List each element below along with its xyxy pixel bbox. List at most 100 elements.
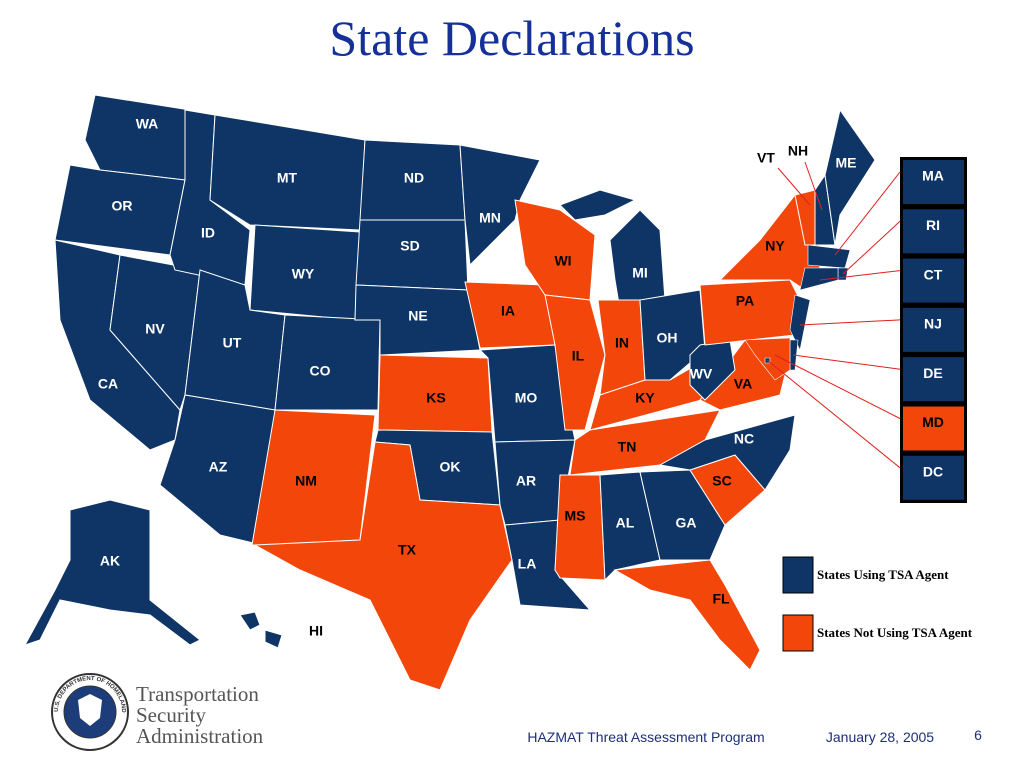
state-shape [544, 294, 606, 431]
state-shape [84, 94, 191, 181]
state-label: LA [518, 556, 537, 572]
state-shape [699, 279, 801, 346]
callout-box [903, 258, 964, 303]
state-label: UT [223, 335, 242, 351]
state-label: AK [100, 553, 120, 569]
state-label: CA [98, 376, 118, 392]
us-map: WA OR CA NV ID MT WY UT CO AZ NM ND SD NE KS OK TX MN IA MO… [23, 94, 876, 691]
state-shape [799, 267, 839, 291]
state-label: NM [295, 473, 317, 489]
state-label: GA [676, 515, 697, 531]
state-label: AL [616, 515, 635, 531]
state-label: MT [277, 170, 298, 186]
state-label: MN [479, 210, 501, 226]
state-label: MI [632, 265, 648, 281]
state-shape [613, 559, 761, 671]
state-label: OK [440, 459, 461, 475]
state-label: PA [736, 293, 754, 309]
state-label: AR [516, 473, 536, 489]
callout-box [903, 160, 964, 204]
state-label: WY [292, 266, 315, 282]
callout-line [766, 359, 901, 469]
legend: States Using TSA Agent States Not Using T… [782, 556, 973, 652]
state-label: NY [765, 238, 785, 254]
legend-swatch [782, 614, 814, 652]
state-label: KY [635, 390, 655, 406]
callout-line [819, 270, 901, 281]
callout-box [903, 455, 964, 500]
state-label: MO [515, 390, 538, 406]
state-shape [459, 144, 541, 267]
callout-box [903, 209, 964, 254]
state-label: ME [836, 155, 857, 171]
callout-box [903, 307, 964, 352]
state-shape [23, 499, 201, 646]
legend-label: States Not Using TSA Agent [817, 625, 973, 640]
state-label: AZ [209, 459, 228, 475]
state-label: WA [136, 116, 159, 132]
state-label: NE [408, 308, 427, 324]
state-label: IL [572, 348, 585, 364]
callout-label: DC [923, 464, 943, 480]
state-label: NV [145, 321, 165, 337]
callout-line [792, 354, 901, 370]
callout-label: NJ [924, 316, 942, 332]
leader-line [804, 161, 823, 211]
state-label: NC [734, 431, 754, 447]
state-label: KS [426, 390, 445, 406]
state-label: WV [690, 366, 713, 382]
logo-line: Administration [136, 724, 264, 748]
callout-label: MA [922, 168, 944, 184]
state-label: OH [657, 330, 678, 346]
state-shape [264, 629, 283, 649]
state-shape [658, 414, 796, 491]
state-shape [209, 114, 366, 231]
state-shape [609, 209, 666, 311]
state-shape [239, 611, 261, 631]
callout-label: RI [926, 217, 940, 233]
state-label: SD [400, 238, 419, 254]
logo-line: Security [136, 703, 206, 727]
callout-line [774, 354, 901, 419]
legend-swatch [782, 556, 814, 594]
callout-box [903, 406, 964, 451]
footer-date: January 28, 2005 [826, 729, 934, 745]
state-label: VT [757, 150, 775, 166]
page-number: 6 [974, 727, 982, 743]
state-shape [807, 244, 851, 269]
state-label: TN [618, 439, 637, 455]
callout-box [903, 357, 964, 402]
legend-label: States Using TSA Agent [817, 567, 949, 582]
state-shape [789, 294, 811, 351]
leader-line [777, 167, 811, 206]
state-label: ID [201, 225, 215, 241]
state-label: ND [404, 170, 424, 186]
seal-shield [78, 694, 102, 726]
state-shape [689, 339, 736, 401]
callout-line [834, 171, 901, 256]
state-label: WI [554, 253, 571, 269]
callout-label: DE [923, 365, 942, 381]
state-shape [599, 471, 661, 582]
callout-line [842, 220, 901, 275]
state-label: HI [309, 623, 323, 639]
state-shape [253, 441, 513, 691]
state-shape [639, 289, 706, 381]
state-label: SC [712, 473, 731, 489]
state-label: IA [501, 303, 515, 319]
state-shape [554, 474, 606, 581]
footer-program: HAZMAT Threat Assessment Program [527, 729, 764, 745]
state-shape [355, 219, 469, 291]
slide-title: State Declarations [329, 10, 694, 66]
state-label: FL [712, 591, 730, 607]
state-shape [274, 314, 381, 411]
logo-line: Transportation [136, 682, 259, 706]
state-label: VA [734, 376, 752, 392]
state-label: IN [615, 335, 629, 351]
callout-label: CT [924, 266, 943, 282]
state-label: MS [565, 508, 586, 524]
state-label: NH [788, 143, 808, 159]
state-label: CO [310, 363, 331, 379]
callout-line [799, 319, 901, 326]
